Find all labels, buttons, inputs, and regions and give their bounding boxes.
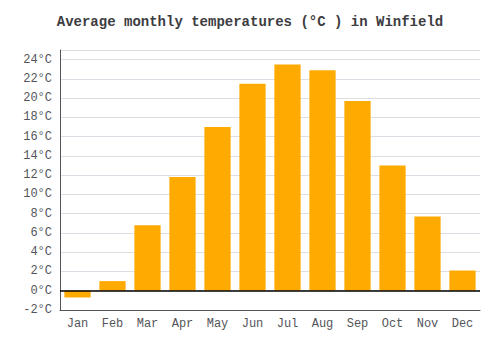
svg-text:Jan: Jan — [67, 317, 89, 331]
svg-text:May: May — [207, 317, 229, 331]
svg-text:20°C: 20°C — [23, 91, 52, 105]
svg-text:-2°C: -2°C — [23, 303, 52, 317]
svg-text:Oct: Oct — [382, 317, 404, 331]
svg-text:18°C: 18°C — [23, 110, 52, 124]
svg-text:Average monthly temperatures (: Average monthly temperatures (°C ) in Wi… — [57, 14, 443, 30]
svg-text:16°C: 16°C — [23, 130, 52, 144]
svg-text:10°C: 10°C — [23, 187, 52, 201]
svg-text:6°C: 6°C — [30, 226, 52, 240]
svg-text:Apr: Apr — [172, 317, 194, 331]
svg-text:Jun: Jun — [242, 317, 264, 331]
svg-text:Sep: Sep — [347, 317, 369, 331]
svg-text:4°C: 4°C — [30, 245, 52, 259]
svg-text:24°C: 24°C — [23, 53, 52, 67]
svg-text:Dec: Dec — [452, 317, 474, 331]
svg-text:Jul: Jul — [277, 317, 299, 331]
svg-text:2°C: 2°C — [30, 264, 52, 278]
svg-text:0°C: 0°C — [30, 284, 52, 298]
svg-text:8°C: 8°C — [30, 207, 52, 221]
svg-text:22°C: 22°C — [23, 72, 52, 86]
svg-text:Feb: Feb — [102, 317, 124, 331]
svg-text:Mar: Mar — [137, 317, 159, 331]
svg-text:Aug: Aug — [312, 317, 334, 331]
svg-text:12°C: 12°C — [23, 168, 52, 182]
svg-text:14°C: 14°C — [23, 149, 52, 163]
svg-text:Nov: Nov — [417, 317, 439, 331]
